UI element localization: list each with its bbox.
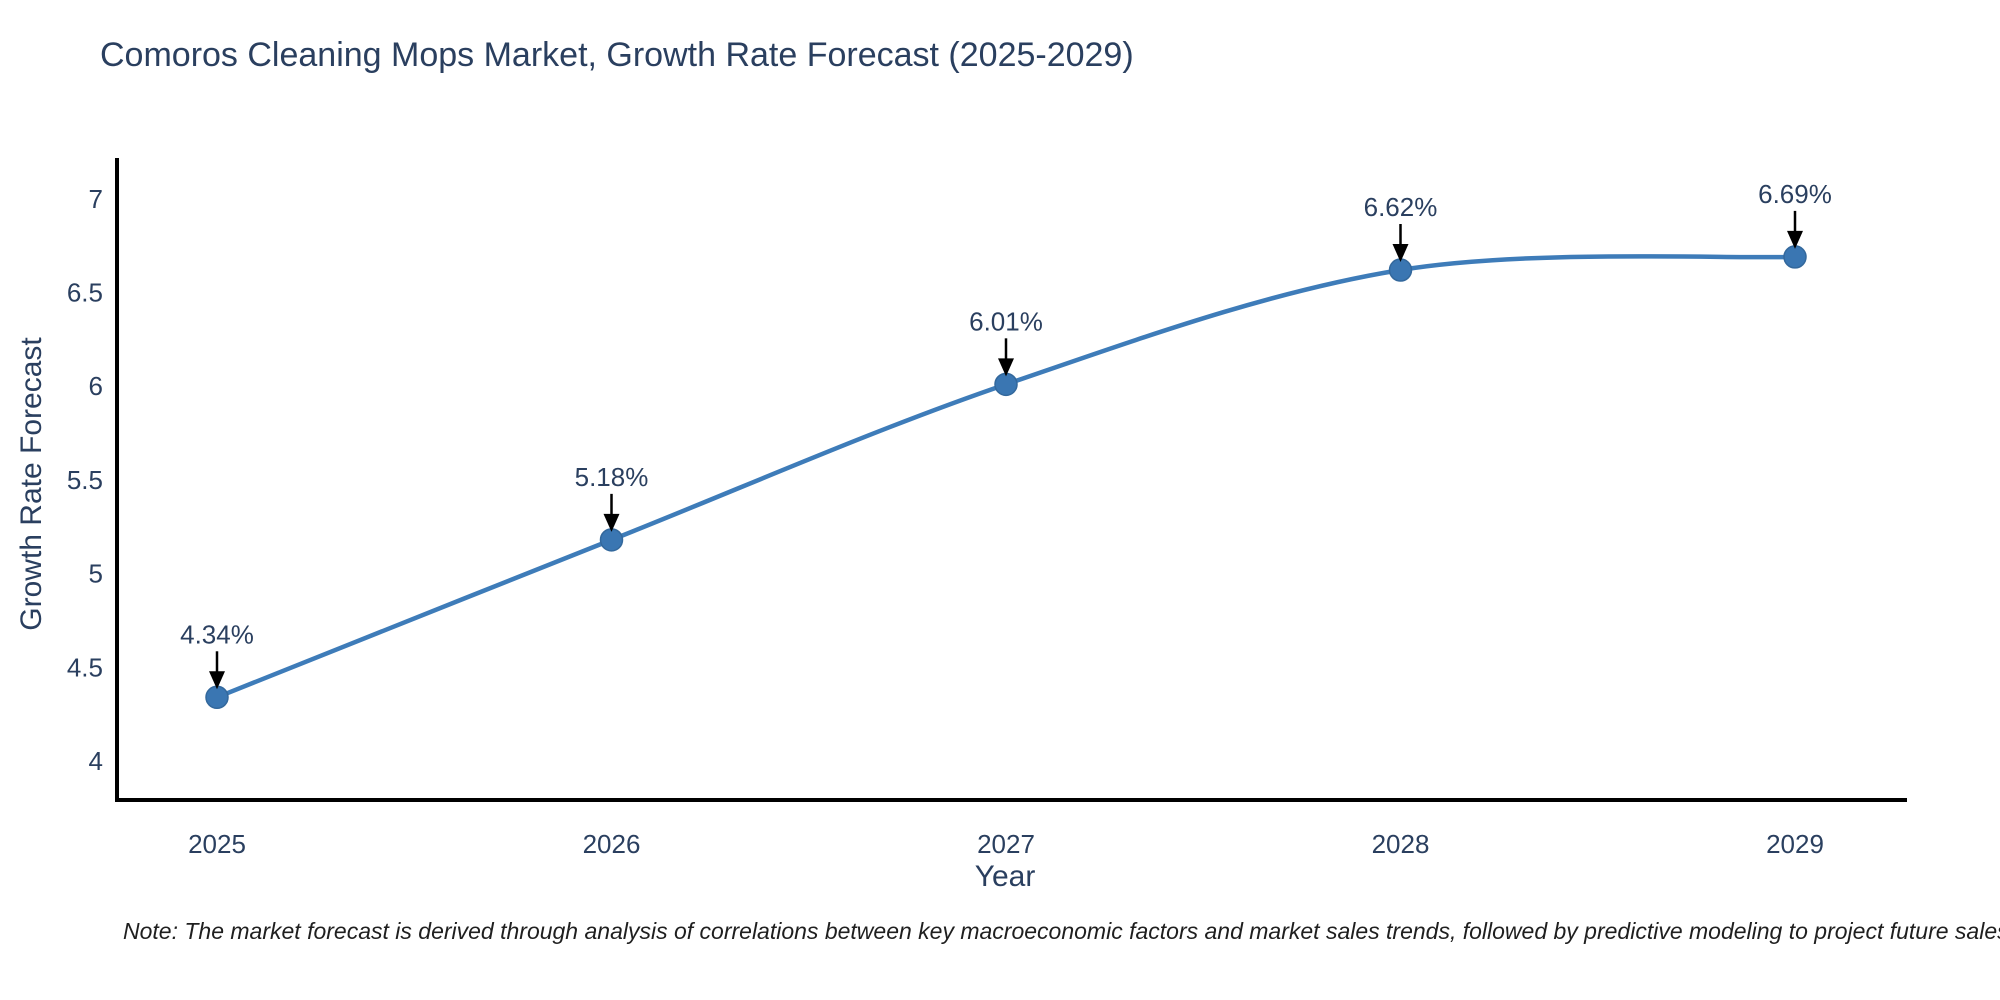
data-point-label: 4.34%	[180, 619, 254, 649]
data-point-label: 5.18%	[575, 462, 649, 492]
x-tick-label: 2026	[583, 829, 641, 859]
data-point-label: 6.01%	[969, 306, 1043, 336]
axes	[115, 158, 1907, 802]
data-point-marker	[1388, 258, 1413, 282]
y-tick-label: 4.5	[67, 652, 103, 682]
annotation-arrowhead	[603, 513, 620, 532]
x-tick-label: 2029	[1766, 829, 1824, 859]
y-tick-label: 4	[89, 746, 103, 776]
y-tick-label: 6.5	[67, 278, 103, 308]
y-tick-label: 6	[89, 371, 103, 401]
x-tick-label: 2028	[1372, 829, 1430, 859]
chart-title: Comoros Cleaning Mops Market, Growth Rat…	[100, 36, 1134, 74]
y-axis-title: Growth Rate Forecast	[15, 337, 48, 631]
data-point-label: 6.62%	[1364, 192, 1438, 222]
y-tick-label: 5.5	[67, 465, 103, 495]
annotation-arrowhead	[998, 358, 1014, 377]
data-point-marker	[1783, 245, 1807, 269]
footnote: Note: The market forecast is derived thr…	[123, 918, 2000, 944]
x-axis-title: Year	[974, 860, 1036, 893]
x-tick-label: 2025	[188, 829, 246, 859]
annotation-arrowhead	[1787, 230, 1803, 249]
annotation-arrowhead	[209, 671, 225, 690]
data-point-marker	[599, 528, 624, 552]
data-point-marker	[994, 372, 1018, 397]
x-tick-label: 2027	[977, 829, 1035, 859]
y-tick-label: 5	[89, 559, 103, 589]
data-point-marker	[205, 685, 229, 710]
data-point-label: 6.69%	[1758, 179, 1832, 209]
annotation-arrowhead	[1392, 244, 1409, 263]
y-tick-label: 7	[89, 184, 103, 214]
